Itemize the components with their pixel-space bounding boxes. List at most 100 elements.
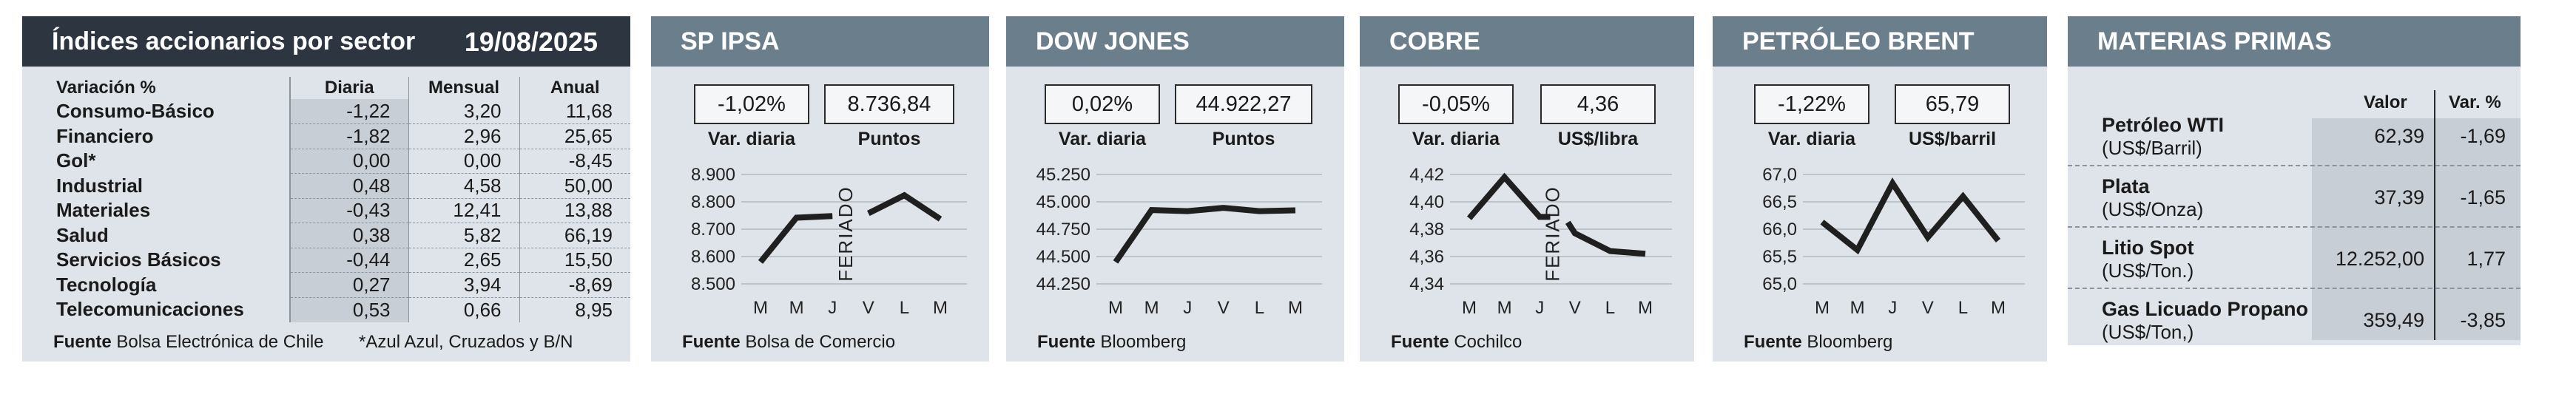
sector-name: Tecnología bbox=[56, 273, 157, 296]
commodity-row: Litio Spot (US$/Ton.) 12.252,00 1,77 bbox=[2068, 228, 2521, 289]
sector-daily: 0,48 bbox=[289, 173, 408, 198]
cobre-daily-change-label: Var. diaria bbox=[1412, 129, 1500, 149]
sector-source: Fuente Bolsa Electrónica de Chile bbox=[53, 332, 324, 353]
commodity-change: 1,77 bbox=[2467, 248, 2506, 270]
x-tick-label: J bbox=[1888, 298, 1897, 318]
cobre-unit-label: US$/libra bbox=[1557, 129, 1639, 149]
brent-line-chart: 67,066,566,065,565,0M M J V L M bbox=[1762, 165, 2025, 318]
x-tick-label: J bbox=[828, 298, 837, 318]
ipsa-points-box: 8.736,84 bbox=[824, 84, 954, 124]
brent-price-box: 65,79 bbox=[1895, 84, 2010, 124]
series-line bbox=[758, 213, 833, 264]
y-tick-label: 45.000 bbox=[1036, 192, 1090, 212]
x-tick-label: L bbox=[900, 298, 909, 318]
y-tick-label: 44.750 bbox=[1036, 220, 1090, 240]
sector-row: Servicios Básicos -0,44 2,65 15,50 bbox=[22, 247, 630, 273]
y-tick-label: 65,0 bbox=[1762, 274, 1797, 294]
sector-monthly: 0,00 bbox=[408, 148, 519, 174]
sector-name: Telecomunicaciones bbox=[56, 298, 244, 321]
cobre-panel-header: COBRE bbox=[1360, 16, 1694, 67]
dow-points-label: Puntos bbox=[1212, 129, 1275, 149]
commodities-panel: MATERIAS PRIMAS Valor Var. % Petróleo WT… bbox=[2068, 16, 2521, 345]
sector-daily: -0,44 bbox=[289, 247, 408, 273]
x-tick-label: J bbox=[1183, 298, 1192, 318]
brent-unit-label: US$/barril bbox=[1908, 129, 1997, 149]
col-header-mensual: Mensual bbox=[408, 77, 519, 99]
x-tick-label: M bbox=[1497, 298, 1512, 318]
holiday-label: FERIADO bbox=[834, 186, 857, 282]
sector-name: Gol* bbox=[56, 149, 96, 172]
sector-table: Variación % Diaria Mensual Anual Consumo… bbox=[22, 77, 630, 322]
cobre-title: COBRE bbox=[1389, 27, 1480, 55]
y-tick-label: 8.500 bbox=[691, 274, 735, 294]
y-tick-label: 8.700 bbox=[691, 220, 735, 240]
sector-daily: 0,00 bbox=[289, 148, 408, 174]
x-tick-label: L bbox=[1255, 298, 1264, 318]
series-line bbox=[1820, 177, 2001, 255]
commodity-unit: (US$/Onza) bbox=[2102, 198, 2204, 220]
sector-daily: -0,43 bbox=[289, 197, 408, 223]
sector-annual: 11,68 bbox=[519, 99, 630, 124]
x-tick-label: M bbox=[753, 298, 768, 318]
dow-title: DOW JONES bbox=[1036, 27, 1190, 55]
series-line bbox=[1565, 220, 1646, 257]
sector-row: Gol* 0,00 0,00 -8,45 bbox=[22, 148, 630, 174]
x-tick-label: M bbox=[1144, 298, 1159, 318]
x-tick-label: V bbox=[1218, 298, 1230, 318]
sector-row: Salud 0,38 5,82 66,19 bbox=[22, 223, 630, 248]
commodity-change: -3,85 bbox=[2460, 309, 2506, 331]
ipsa-line-chart: 8.900 8.800 8.700 8.600 8.500 M M J V L M FERIADO bbox=[691, 165, 967, 318]
commodity-name: Plata bbox=[2102, 175, 2150, 197]
col-header-anual: Anual bbox=[519, 77, 630, 99]
commodity-name: Litio Spot bbox=[2102, 237, 2194, 259]
x-tick-label: V bbox=[863, 298, 874, 318]
x-tick-label: M bbox=[1850, 298, 1865, 318]
col-header-var: Var. % bbox=[2449, 92, 2501, 112]
y-tick-label: 67,0 bbox=[1762, 165, 1797, 185]
x-tick-label: L bbox=[1958, 298, 1968, 318]
holiday-label: FERIADO bbox=[1541, 186, 1563, 282]
commodity-row: Gas Licuado Propano (US$/Ton,) 359,49 -3,85 bbox=[2068, 289, 2521, 350]
brent-daily-change-label: Var. diaria bbox=[1767, 129, 1856, 149]
col-header-valor: Valor bbox=[2364, 92, 2407, 112]
y-tick-label: 45.250 bbox=[1036, 165, 1090, 185]
sector-panel-header: Índices accionarios por sector 19/08/202… bbox=[22, 16, 630, 67]
brent-source: Fuente Bloomberg bbox=[1744, 332, 1892, 353]
sector-name: Consumo-Básico bbox=[56, 100, 215, 123]
commodities-column-divider bbox=[2434, 90, 2435, 340]
sector-annual: 15,50 bbox=[519, 247, 630, 273]
y-tick-label: 4,38 bbox=[1409, 220, 1444, 240]
sector-monthly: 0,66 bbox=[408, 296, 519, 322]
y-tick-label: 4,40 bbox=[1409, 192, 1444, 212]
sector-monthly: 2,65 bbox=[408, 247, 519, 273]
commodity-value: 359,49 bbox=[2363, 309, 2424, 331]
ipsa-panel: SP IPSA -1,02% 8.736,84 Var. diaria Punt… bbox=[651, 16, 989, 362]
y-tick-label: 4,34 bbox=[1409, 274, 1444, 294]
dow-panel-header: DOW JONES bbox=[1006, 16, 1344, 67]
x-tick-label: J bbox=[1535, 298, 1544, 318]
sector-daily: -1,82 bbox=[289, 123, 408, 149]
sector-name: Industrial bbox=[56, 174, 144, 197]
series-line bbox=[1466, 172, 1551, 220]
commodity-value: 62,39 bbox=[2374, 125, 2424, 147]
sector-monthly: 3,20 bbox=[408, 99, 519, 124]
commodity-unit: (US$/Ton,) bbox=[2102, 321, 2194, 343]
y-tick-label: 8.600 bbox=[691, 247, 735, 267]
sector-annual: 8,95 bbox=[519, 296, 630, 322]
commodity-row: Plata (US$/Onza) 37,39 -1,65 bbox=[2068, 166, 2521, 228]
sector-row: Tecnología 0,27 3,94 -8,69 bbox=[22, 272, 630, 297]
sector-name: Servicios Básicos bbox=[56, 248, 221, 271]
sector-row: Materiales -0,43 12,41 13,88 bbox=[22, 197, 630, 223]
source-text: Bloomberg bbox=[1807, 332, 1893, 352]
x-tick-label: M bbox=[1815, 298, 1830, 318]
commodities-panel-header: MATERIAS PRIMAS bbox=[2068, 16, 2521, 67]
cobre-source: Fuente Cochilco bbox=[1391, 332, 1522, 353]
source-text: Bolsa Electrónica de Chile bbox=[116, 332, 324, 352]
x-tick-label: L bbox=[1605, 298, 1615, 318]
commodity-value: 12.252,00 bbox=[2335, 248, 2424, 270]
sector-monthly: 2,96 bbox=[408, 123, 519, 149]
sector-annual: 66,19 bbox=[519, 223, 630, 248]
source-label: Fuente bbox=[1391, 332, 1449, 352]
sector-row: Financiero -1,82 2,96 25,65 bbox=[22, 123, 630, 149]
